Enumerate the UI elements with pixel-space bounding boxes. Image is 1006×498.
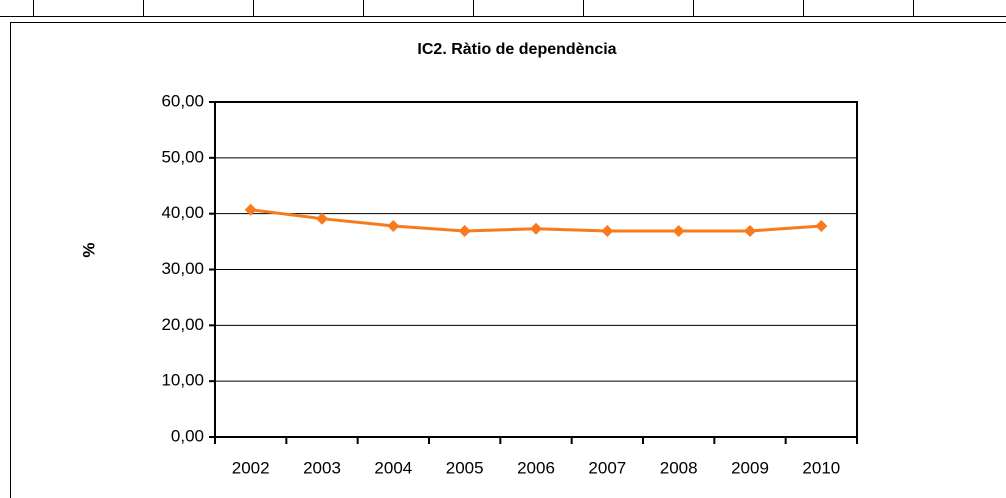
data-point [387,219,400,232]
spreadsheet-cells [0,0,1006,17]
y-tick-label: 40,00 [161,203,204,222]
x-tick-label: 2005 [446,458,484,477]
x-tick-label: 2006 [517,458,555,477]
x-tick-label: 2008 [660,458,698,477]
data-point [672,224,685,237]
plot-border [214,101,858,438]
data-point [530,222,542,235]
y-tick-label: 0,00 [171,426,204,445]
y-tick-label: 20,00 [161,315,204,334]
y-tick-label: 10,00 [161,371,204,390]
data-point [244,203,257,216]
y-tick-label: 30,00 [161,259,204,278]
x-tick-label: 2002 [232,458,270,477]
chart-title: IC2. Ràtio de dependència [417,41,616,58]
data-point [458,224,471,237]
x-tick-label: 2007 [588,458,626,477]
y-tick-label: 50,00 [161,147,204,166]
data-point [744,224,756,237]
y-tick-label: 60,00 [161,91,204,110]
data-point [316,212,328,225]
x-tick-label: 2010 [802,458,840,477]
x-tick-label: 2009 [731,458,769,477]
x-tick-label: 2004 [374,458,412,477]
data-point [815,219,828,232]
data-point [601,224,614,237]
x-tick-label: 2003 [303,458,341,477]
y-axis-label: % [79,242,98,257]
